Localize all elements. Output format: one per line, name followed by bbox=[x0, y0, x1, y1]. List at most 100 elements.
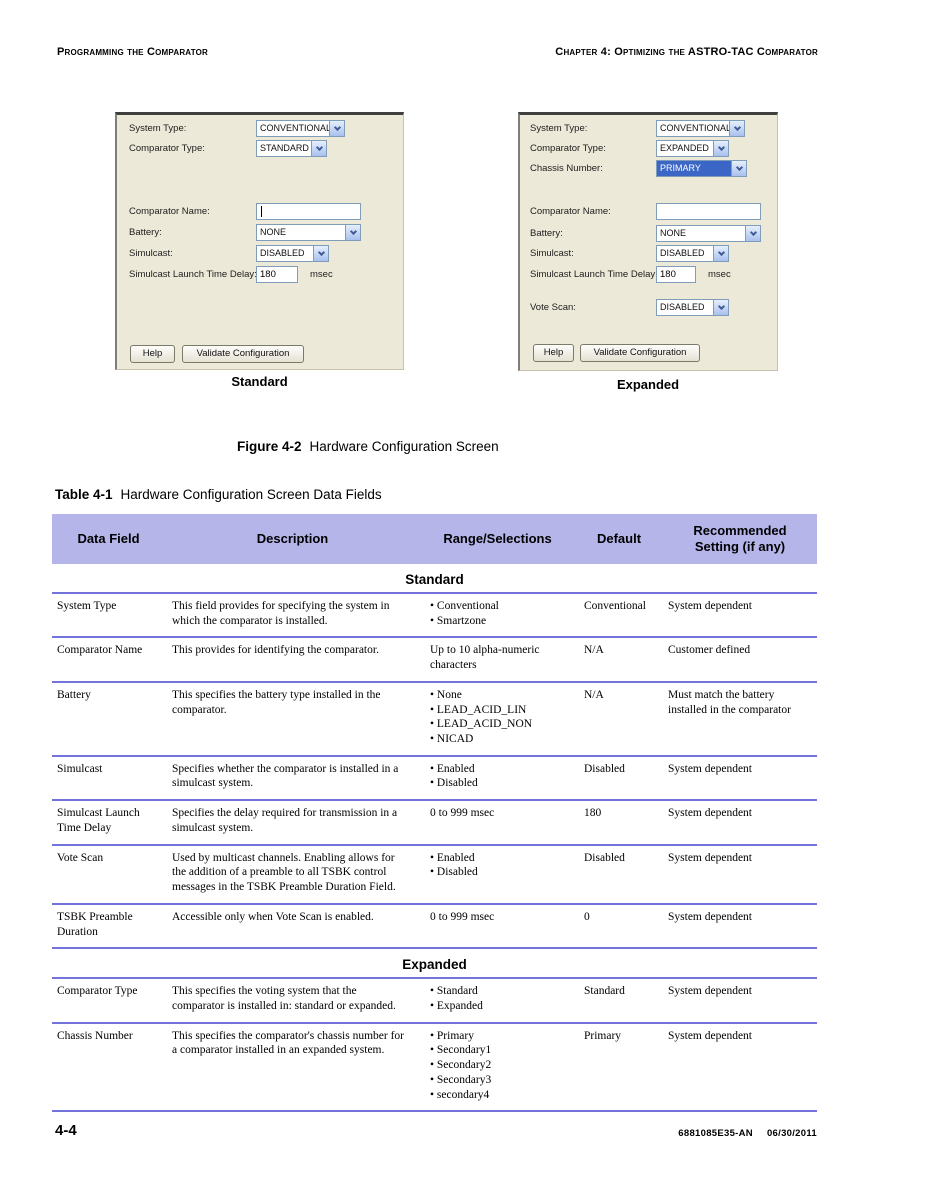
table-row: TSBK Preamble Duration Accessible only w… bbox=[52, 905, 817, 950]
chevron-down-icon[interactable] bbox=[313, 246, 328, 261]
chevron-down-icon[interactable] bbox=[729, 121, 744, 136]
launch-delay-input[interactable]: 180 bbox=[656, 266, 696, 283]
simulcast-label: Simulcast: bbox=[129, 248, 173, 259]
running-header-right: Chapter 4: Optimizing the ASTRO-TAC Comp… bbox=[555, 46, 818, 58]
battery-select[interactable]: NONE bbox=[256, 224, 361, 241]
description-cell: Specifies whether the comparator is inst… bbox=[172, 762, 399, 790]
data-field-cell: Comparator Type bbox=[57, 985, 138, 998]
range-cell: • Conventional • Smartzone bbox=[430, 600, 499, 627]
description-cell: Specifies the delay required for transmi… bbox=[172, 807, 398, 834]
comparator-type-value: EXPANDED bbox=[660, 143, 709, 153]
document-date: 06/30/2011 bbox=[766, 1128, 817, 1139]
range-cell: • Standard • Expanded bbox=[430, 985, 483, 1012]
help-button[interactable]: Help bbox=[533, 344, 574, 362]
section-header-expanded: Expanded bbox=[52, 949, 817, 980]
comparator-type-label: Comparator Type: bbox=[530, 143, 606, 154]
recommended-cell: System dependent bbox=[668, 910, 752, 923]
system-type-label: System Type: bbox=[129, 123, 187, 134]
data-field-cell: Chassis Number bbox=[57, 1029, 133, 1042]
table-row: Chassis Number This specifies the compar… bbox=[52, 1024, 817, 1113]
description-cell: This provides for identifying the compar… bbox=[172, 644, 379, 657]
comparator-type-value: STANDARD bbox=[260, 143, 309, 153]
launch-delay-label: Simulcast Launch Time Delay: bbox=[530, 269, 658, 280]
data-field-cell: Comparator Name bbox=[57, 644, 143, 657]
vote-scan-label: Vote Scan: bbox=[530, 302, 576, 313]
chevron-down-icon[interactable] bbox=[345, 225, 360, 240]
chassis-number-value: PRIMARY bbox=[657, 161, 731, 176]
battery-label: Battery: bbox=[129, 227, 162, 238]
recommended-cell: System dependent bbox=[668, 600, 752, 612]
battery-label: Battery: bbox=[530, 228, 563, 239]
standard-screenshot-caption: Standard bbox=[231, 374, 288, 389]
chevron-down-icon[interactable] bbox=[713, 246, 728, 261]
battery-value: NONE bbox=[660, 228, 687, 238]
recommended-cell: Customer defined bbox=[668, 644, 751, 657]
section-header-standard: Standard bbox=[52, 564, 817, 594]
battery-select[interactable]: NONE bbox=[656, 225, 761, 242]
range-cell: • Primary • Secondary1 • Secondary2 • Se… bbox=[430, 1029, 492, 1101]
table-label: Table 4-1 bbox=[55, 487, 113, 502]
figure-title: Hardware Configuration Screen bbox=[309, 439, 499, 454]
simulcast-value: DISABLED bbox=[260, 248, 305, 258]
range-cell: • Enabled • Disabled bbox=[430, 851, 478, 879]
default-cell: 180 bbox=[584, 807, 602, 820]
table-title-text: Hardware Configuration Screen Data Field… bbox=[120, 487, 382, 502]
chevron-down-icon[interactable] bbox=[731, 161, 746, 176]
range-cell: • Enabled • Disabled bbox=[430, 762, 478, 790]
column-header: Data Field bbox=[77, 531, 140, 547]
comparator-type-select[interactable]: EXPANDED bbox=[656, 140, 729, 157]
range-cell: 0 to 999 msec bbox=[430, 807, 495, 820]
simulcast-select[interactable]: DISABLED bbox=[656, 245, 729, 262]
chevron-down-icon[interactable] bbox=[329, 121, 344, 136]
simulcast-label: Simulcast: bbox=[530, 248, 574, 259]
system-type-select[interactable]: CONVENTIONAL bbox=[656, 120, 745, 137]
description-cell: This specifies the battery type installe… bbox=[172, 688, 381, 716]
table-row: Battery This specifies the battery type … bbox=[52, 683, 817, 757]
figure-caption: Figure 4-2 Hardware Configuration Screen bbox=[237, 439, 499, 454]
data-field-cell: System Type bbox=[57, 600, 117, 612]
description-cell: Accessible only when Vote Scan is enable… bbox=[172, 910, 374, 923]
default-cell: Standard bbox=[584, 985, 625, 998]
standard-config-dialog: System Type: CONVENTIONAL Comparator Typ… bbox=[115, 112, 404, 370]
system-type-select[interactable]: CONVENTIONAL bbox=[256, 120, 345, 137]
recommended-cell: System dependent bbox=[668, 851, 752, 864]
description-cell: This specifies the voting system that th… bbox=[172, 985, 396, 1012]
default-cell: Primary bbox=[584, 1029, 622, 1042]
vote-scan-select[interactable]: DISABLED bbox=[656, 299, 729, 316]
validate-configuration-button[interactable]: Validate Configuration bbox=[182, 345, 304, 363]
recommended-cell: Must match the battery installed in the … bbox=[668, 688, 791, 716]
chevron-down-icon[interactable] bbox=[745, 226, 760, 241]
simulcast-select[interactable]: DISABLED bbox=[256, 245, 329, 262]
comparator-type-select[interactable]: STANDARD bbox=[256, 140, 327, 157]
running-header-left: Programming the Comparator bbox=[57, 46, 209, 58]
system-type-label: System Type: bbox=[530, 123, 588, 134]
launch-delay-unit: msec bbox=[708, 269, 731, 280]
data-field-cell: Vote Scan bbox=[57, 851, 104, 864]
document-footer: 6881085E35-AN 06/30/2011 bbox=[678, 1128, 817, 1139]
comparator-name-input[interactable] bbox=[256, 203, 361, 220]
column-header: Recommended Setting (if any) bbox=[693, 523, 787, 554]
column-header: Description bbox=[256, 531, 329, 547]
chevron-down-icon[interactable] bbox=[713, 300, 728, 315]
data-field-cell: Simulcast Launch Time Delay bbox=[57, 807, 140, 834]
document-number: 6881085E35-AN bbox=[678, 1128, 753, 1139]
validate-configuration-button[interactable]: Validate Configuration bbox=[580, 344, 700, 362]
system-type-value: CONVENTIONAL bbox=[660, 123, 729, 133]
default-cell: N/A bbox=[584, 688, 604, 701]
launch-delay-input[interactable]: 180 bbox=[256, 266, 298, 283]
comparator-name-label: Comparator Name: bbox=[129, 206, 210, 217]
data-field-cell: Simulcast bbox=[57, 762, 103, 775]
column-header: Range/Selections bbox=[443, 531, 552, 547]
description-cell: This field provides for specifying the s… bbox=[172, 600, 390, 627]
comparator-name-label: Comparator Name: bbox=[530, 206, 611, 217]
chevron-down-icon[interactable] bbox=[311, 141, 326, 156]
chevron-down-icon[interactable] bbox=[713, 141, 728, 156]
comparator-name-input[interactable] bbox=[656, 203, 761, 220]
help-button[interactable]: Help bbox=[130, 345, 175, 363]
column-header: Default bbox=[596, 531, 642, 547]
chassis-number-select[interactable]: PRIMARY bbox=[656, 160, 747, 177]
table-row: Simulcast Launch Time Delay Specifies th… bbox=[52, 801, 817, 846]
expanded-screenshot-caption: Expanded bbox=[616, 377, 680, 392]
table-row: System Type This field provides for spec… bbox=[52, 594, 817, 639]
recommended-cell: System dependent bbox=[668, 807, 752, 820]
